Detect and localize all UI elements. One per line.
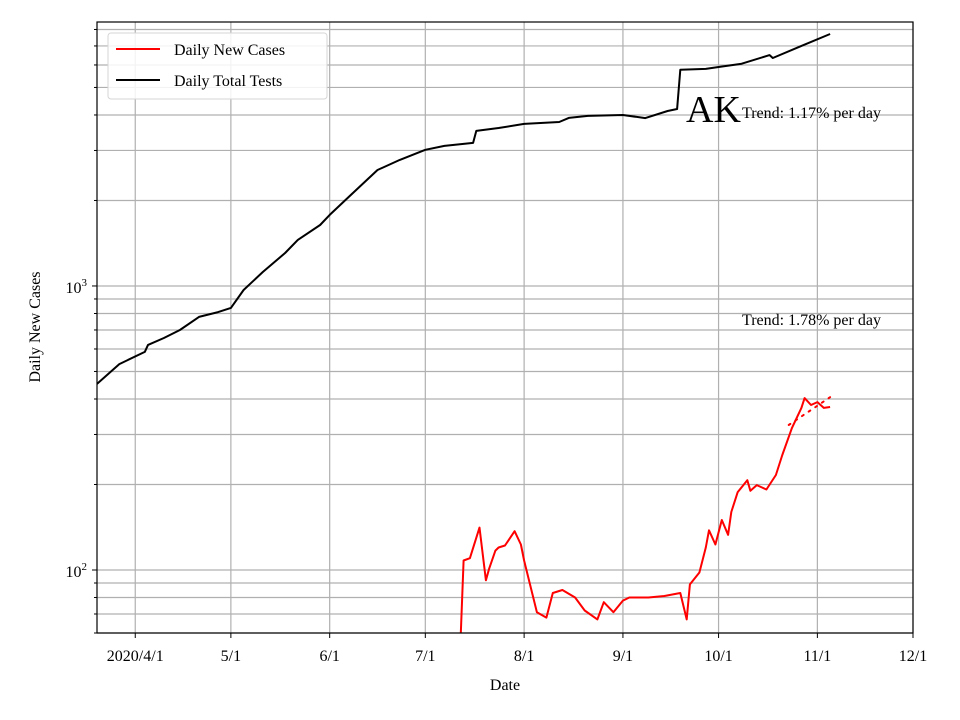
- y-tick-base: 10: [66, 564, 82, 581]
- y-tick-base: 10: [66, 280, 82, 297]
- x-tick-label: 11/1: [803, 648, 831, 665]
- y-tick-label: 102: [66, 561, 88, 581]
- x-tick-label: 5/1: [221, 648, 241, 665]
- cases-trend-label: Trend: 1.78% per day: [742, 312, 881, 329]
- state-label: AK: [686, 89, 741, 131]
- series-daily-total-tests: [97, 33, 831, 385]
- series-cases-trend: [787, 396, 832, 426]
- plot-frame: [96, 21, 914, 634]
- x-tick-label: 7/1: [415, 648, 435, 665]
- legend-label-tests: Daily Total Tests: [174, 73, 282, 90]
- legend-label-cases: Daily New Cases: [174, 42, 285, 59]
- y-tick-label: 103: [66, 277, 88, 297]
- x-tick-label: 12/1: [899, 648, 927, 665]
- x-tick-label: 8/1: [514, 648, 534, 665]
- y-axis-label: Daily New Cases: [27, 271, 44, 382]
- x-tick-label: 6/1: [319, 648, 339, 665]
- legend-box: [107, 32, 328, 100]
- plot-lines: [97, 33, 832, 633]
- x-tick-label: 10/1: [704, 648, 732, 665]
- series-daily-new-cases: [459, 397, 831, 633]
- x-tick-label: 2020/4/1: [107, 648, 164, 665]
- tests-trend-label: Trend: 1.17% per day: [742, 105, 881, 122]
- x-axis-label: Date: [490, 677, 520, 694]
- legend: Daily New Cases Daily Total Tests: [107, 32, 328, 100]
- y-tick-exponent: 3: [82, 277, 88, 289]
- x-tick-label: 9/1: [613, 648, 633, 665]
- y-tick-exponent: 2: [82, 561, 88, 573]
- ticks: 2020/4/1 5/1 6/1 7/1 8/1 9/1 10/1 11/1 12/110210…: [66, 28, 927, 665]
